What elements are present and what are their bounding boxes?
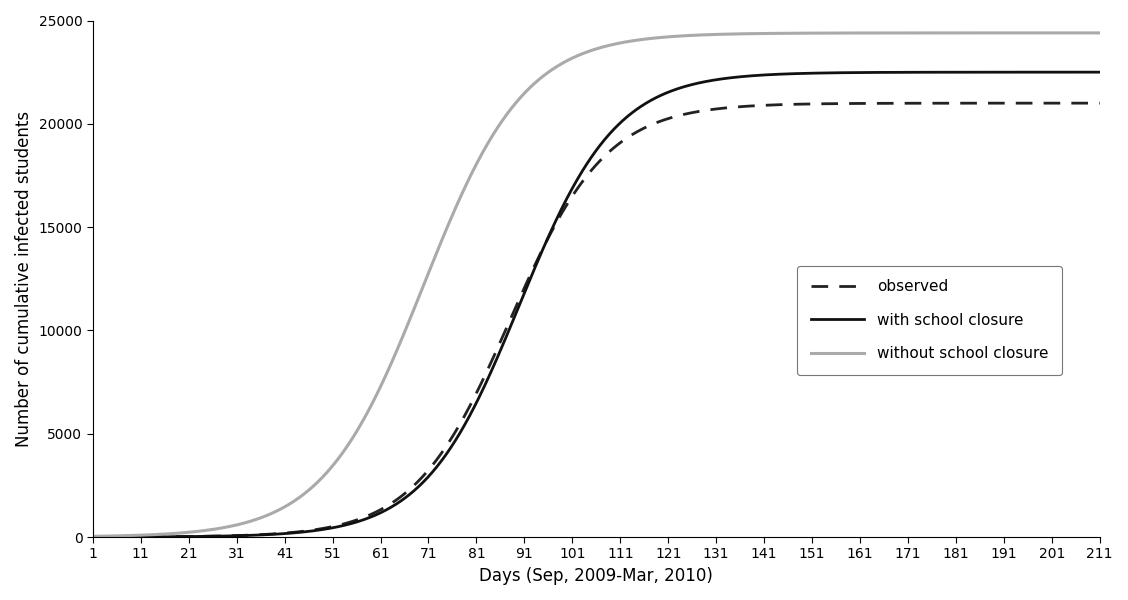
without school closure [879, 29, 892, 37]
observed [575, 178, 589, 185]
Line: without school closure: without school closure [92, 33, 1100, 536]
with school closure [86, 533, 99, 541]
with school closure [879, 69, 892, 76]
without school closure [86, 533, 99, 540]
Line: observed: observed [92, 103, 1100, 537]
without school closure [549, 64, 563, 71]
without school closure [1093, 29, 1107, 37]
with school closure [138, 533, 151, 541]
without school closure [1064, 29, 1077, 37]
without school closure [138, 532, 151, 539]
without school closure [1064, 29, 1077, 37]
observed [1064, 100, 1077, 107]
observed [549, 220, 563, 227]
observed [86, 533, 99, 541]
observed [1093, 100, 1107, 107]
observed [138, 533, 151, 541]
Y-axis label: Number of cumulative infected students: Number of cumulative infected students [15, 111, 33, 447]
with school closure [1064, 68, 1077, 76]
with school closure [1064, 68, 1077, 76]
without school closure [575, 50, 589, 58]
Line: with school closure: with school closure [92, 72, 1100, 537]
with school closure [1093, 68, 1107, 76]
Legend: observed, with school closure, without school closure: observed, with school closure, without s… [797, 266, 1061, 374]
with school closure [549, 217, 563, 224]
observed [1064, 100, 1077, 107]
X-axis label: Days (Sep, 2009-Mar, 2010): Days (Sep, 2009-Mar, 2010) [479, 567, 713, 585]
observed [879, 100, 892, 107]
with school closure [575, 167, 589, 175]
